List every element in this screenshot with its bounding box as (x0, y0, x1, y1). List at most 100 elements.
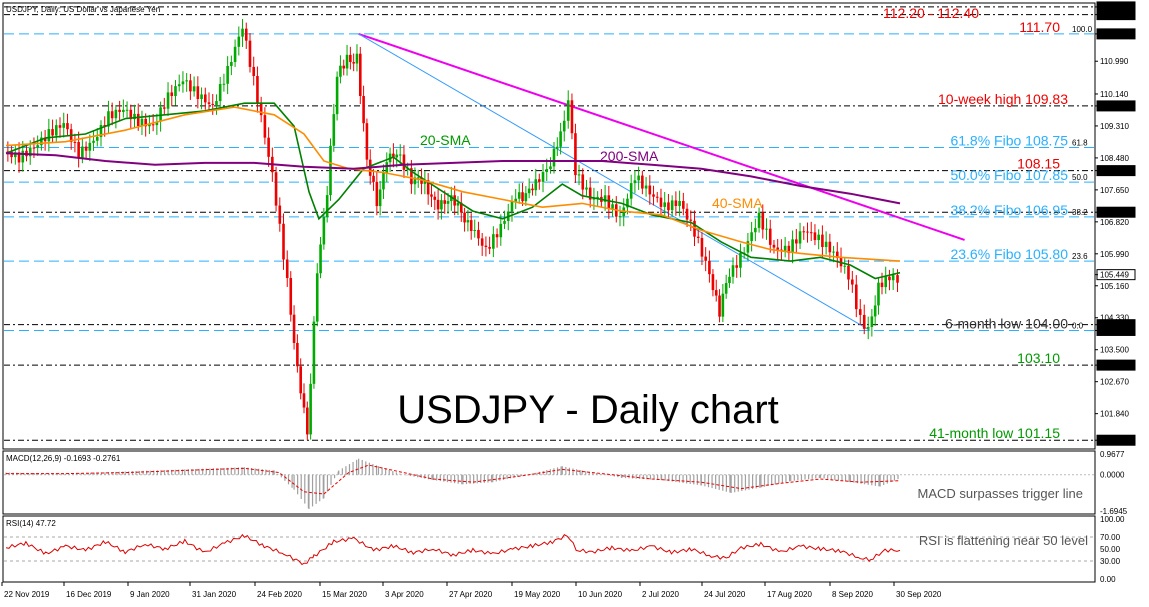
candle-body (746, 241, 750, 253)
candle-body (880, 282, 884, 288)
candle-body (14, 152, 17, 158)
sma20-label: 20-SMA (420, 132, 471, 148)
candle-body (843, 265, 847, 267)
candle-body (99, 124, 103, 137)
candle-body (813, 232, 817, 241)
price-tick-label-1: 112.200 (1100, 11, 1129, 20)
candle-body (423, 180, 427, 184)
date-tick-label-12: 17 Aug 2020 (767, 590, 812, 599)
price-tick-label-5: 109.830 (1100, 102, 1129, 111)
candle-body (607, 195, 611, 209)
candle-body (181, 81, 185, 85)
candle-body (728, 276, 731, 284)
candle-body (835, 251, 839, 258)
candle-body (263, 115, 267, 138)
candle-body (133, 113, 136, 120)
candle-body (392, 153, 395, 158)
ma-line-40-sma (5, 106, 901, 262)
price-tick-label-7: 108.480 (1100, 154, 1129, 163)
candle-body (267, 137, 270, 157)
level-label-13: 41-month low 101.15 (929, 425, 1060, 441)
candle-body (696, 236, 700, 238)
candle-body (527, 188, 531, 194)
candle-body (648, 185, 652, 195)
candle-body (58, 125, 62, 128)
candle-body (325, 195, 329, 217)
ma-line-200-sma (5, 152, 901, 205)
candle-body (129, 109, 133, 120)
price-tick-label-0: 112.400 (1100, 3, 1129, 12)
fibo-pct-2: 100.0 (1072, 25, 1093, 34)
candle-body (248, 40, 252, 67)
fibo-pct-9: 23.6 (1072, 252, 1088, 261)
window-title: USDJPY, Daily: US Dollar vs Japanese Yen (6, 5, 160, 14)
candle-body (577, 174, 581, 176)
candle-body (378, 189, 382, 207)
candle-body (296, 342, 299, 367)
price-tick-label-18: 103.500 (1100, 346, 1129, 355)
candle-body (806, 231, 809, 233)
macd-title: MACD(12,26,9) -0.1693 -0.2761 (6, 454, 121, 463)
candle-body (256, 75, 259, 103)
candle-body (456, 202, 460, 206)
candle-body (174, 86, 177, 97)
candle-body (426, 180, 430, 195)
candle-body (581, 174, 585, 190)
level-label-11: 6-month low 104.00 (945, 315, 1068, 331)
candle-body (315, 273, 319, 322)
rsi-tick-label-4: 0.00 (1100, 575, 1116, 584)
candle-body (299, 366, 302, 394)
candle-body (28, 147, 32, 157)
candle-body (670, 200, 674, 211)
price-tick-label-13: 105.449 (1100, 271, 1129, 280)
candle-body (196, 86, 200, 100)
candle-body (655, 196, 659, 198)
candle-body (312, 321, 316, 384)
macd-tick-label-2: -1.6945 (1100, 507, 1128, 516)
candle-body (809, 232, 813, 234)
candle-body (372, 175, 375, 182)
candle-body (88, 142, 92, 151)
candle-body (233, 46, 237, 62)
candle-body (92, 140, 95, 143)
candle-body (81, 146, 84, 159)
candle-body (549, 166, 552, 170)
date-tick-label-2: 9 Jan 2020 (130, 590, 170, 599)
candle-body (259, 102, 263, 116)
candle-body (524, 193, 528, 202)
date-tick-label-1: 16 Dec 2019 (66, 590, 112, 599)
candle-body (62, 123, 66, 128)
candle-body (626, 198, 629, 208)
candle-body (531, 188, 534, 191)
candle-body (125, 109, 129, 111)
candle-body (148, 124, 151, 127)
candle-body (459, 202, 463, 213)
candle-body (144, 118, 147, 127)
candle-body (140, 118, 144, 126)
candle-body (663, 202, 667, 207)
rsi-title: RSI(14) 47.72 (6, 519, 56, 528)
candle-body (802, 231, 806, 233)
candle-body (828, 241, 832, 253)
candle-body (574, 133, 577, 176)
candle-body (541, 172, 545, 182)
date-tick-label-0: 22 Nov 2019 (4, 590, 50, 599)
sma200-label: 200-SMA (600, 148, 659, 164)
candle-body (192, 86, 196, 92)
candle-body (358, 53, 362, 96)
candle-body (200, 94, 203, 100)
trendline-blue (358, 33, 871, 331)
candle-body (329, 145, 332, 196)
candle-body (203, 94, 207, 103)
candle-body (241, 28, 244, 37)
candle-body (433, 196, 437, 200)
candle-body (54, 125, 58, 136)
candle-body (43, 137, 47, 142)
candle-body (151, 124, 155, 126)
candle-body (463, 212, 466, 223)
candle-body (375, 181, 379, 207)
candle-body (783, 245, 787, 251)
sma40-label: 40-SMA (712, 195, 763, 211)
candle-body (339, 65, 342, 77)
candle-body (866, 326, 870, 329)
